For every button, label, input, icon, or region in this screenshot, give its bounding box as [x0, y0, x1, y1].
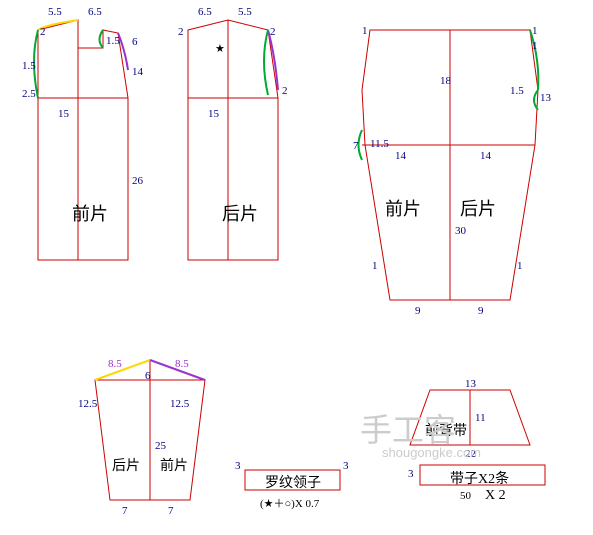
dim: 1: [532, 40, 538, 52]
dim: 26: [132, 175, 143, 187]
dim: 18: [440, 75, 451, 87]
dim: 2: [178, 26, 184, 38]
dim: 7: [122, 505, 128, 517]
dim: 14: [132, 66, 143, 78]
dim: 9: [415, 305, 421, 317]
dim: 6: [145, 370, 151, 382]
dim: 1: [517, 260, 523, 272]
dim: 5.5: [48, 6, 62, 18]
dim: 14: [395, 150, 406, 162]
dim: 5.5: [238, 6, 252, 18]
piece-label: 后片: [112, 455, 140, 475]
collar-label: 罗纹领子: [265, 472, 321, 492]
dim: 1.5: [510, 85, 524, 97]
dim: 50: [460, 490, 471, 502]
dim: 2: [270, 26, 276, 38]
piece-label: 后片: [222, 200, 258, 226]
dim: 12.5: [78, 398, 97, 410]
dim: 3: [235, 460, 241, 472]
dim: 1: [372, 260, 378, 272]
dim: 13: [540, 92, 551, 104]
dim: 9: [478, 305, 484, 317]
dim: 2: [40, 26, 46, 38]
dim: 7: [353, 140, 359, 152]
dim: 6: [132, 36, 138, 48]
dim: 1.5: [22, 60, 36, 72]
piece-label: 前片: [72, 200, 108, 226]
dim: 6.5: [198, 6, 212, 18]
dim: 1.5: [106, 35, 120, 47]
dim: 1: [532, 25, 538, 37]
dim: 11.5: [370, 138, 389, 150]
dim: 15: [58, 108, 69, 120]
dim: 3: [343, 460, 349, 472]
collar-formula: (★＋○)X 0.7: [260, 495, 319, 511]
dim: 12.5: [170, 398, 189, 410]
dim: 15: [208, 108, 219, 120]
dim: 7: [168, 505, 174, 517]
piece-label: 后片: [460, 195, 496, 221]
strap-label: 带子X2条: [450, 468, 509, 488]
dim: 22: [465, 448, 476, 460]
dim: 1: [362, 25, 368, 37]
piece-label: 前片: [385, 195, 421, 221]
dim: 14: [480, 150, 491, 162]
pattern-diagram: [0, 0, 593, 535]
dim: 2: [282, 85, 288, 97]
dim: 11: [475, 412, 486, 424]
dim: 30: [455, 225, 466, 237]
star-marker: ★: [215, 42, 225, 55]
dim: 2.5: [22, 88, 36, 100]
dim: 25: [155, 440, 166, 452]
strap-label: 前背带: [425, 420, 467, 440]
piece-pants: [359, 30, 539, 300]
mult-label: X 2: [485, 488, 506, 504]
dim: 13: [465, 378, 476, 390]
dim: 8.5: [175, 358, 189, 370]
dim: 8.5: [108, 358, 122, 370]
piece-label: 前片: [160, 455, 188, 475]
dim: 3: [408, 468, 414, 480]
dim: 6.5: [88, 6, 102, 18]
